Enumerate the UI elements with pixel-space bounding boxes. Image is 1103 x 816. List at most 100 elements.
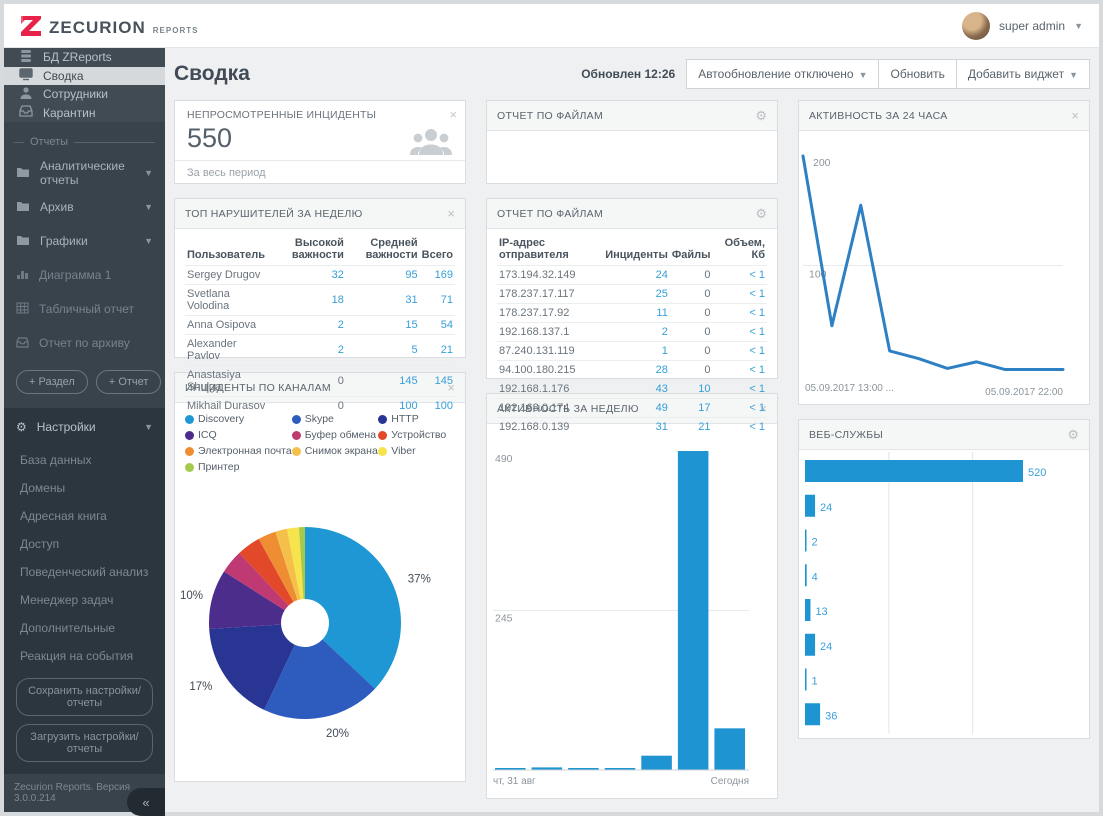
row-value[interactable]: 31 — [603, 417, 670, 436]
chevron-down-icon[interactable]: ▼ — [144, 422, 153, 432]
row-value[interactable]: < 1 — [712, 417, 767, 436]
gear-icon[interactable]: ⚙ — [755, 206, 767, 221]
close-icon[interactable]: × — [447, 206, 455, 221]
row-value[interactable]: 71 — [419, 284, 455, 316]
sidebar-item-db-zreports[interactable]: БД ZReports — [4, 48, 165, 67]
row-value[interactable]: 2 — [603, 322, 670, 342]
autorefresh-dropdown[interactable]: Автообновление отключено ▼ — [686, 59, 880, 89]
chevron-down-icon[interactable]: ▼ — [144, 236, 153, 246]
settings-item-behavior-analysis[interactable]: Поведенческий анализ — [20, 565, 149, 579]
row-value[interactable]: 17 — [669, 398, 713, 418]
settings-item-task-manager[interactable]: Менеджер задач — [20, 593, 114, 607]
row-value[interactable]: < 1 — [712, 322, 767, 342]
legend-item[interactable]: Буфер обмена — [291, 429, 379, 441]
version-label: Zecurion Reports. Версия 3.0.0.214 — [14, 782, 131, 804]
settings-item-database[interactable]: База данных — [20, 453, 92, 467]
sidebar-folder-archive[interactable]: Архив ▼ — [4, 190, 165, 224]
add-section-button[interactable]: + Раздел — [16, 370, 88, 394]
row-value[interactable]: 169 — [419, 265, 455, 285]
sidebar-item-settings[interactable]: ⚙ Настройки ▼ — [4, 408, 165, 446]
data-table: IP-адрес отправителя Инциденты Файлы Объем,… — [497, 233, 767, 436]
row-value[interactable]: 49 — [603, 398, 670, 418]
widget-24h-activity: АКТИВНОСТЬ ЗА 24 ЧАСА × 200 100 05.09.2017… — [798, 100, 1090, 405]
gear-icon[interactable]: ⚙ — [755, 108, 767, 123]
row-label: 192.168.0.139 — [497, 417, 604, 436]
chevron-down-icon[interactable]: ▼ — [144, 168, 153, 178]
row-value[interactable]: 28 — [603, 360, 670, 380]
row-label: 173.194.32.149 — [497, 265, 604, 285]
data-table: Пользователь Высокой важности Средней важн… — [185, 233, 455, 415]
chevron-down-icon[interactable]: ▼ — [144, 202, 153, 212]
row-value[interactable]: < 1 — [712, 303, 767, 323]
row-value[interactable]: 10 — [669, 379, 713, 399]
row-value[interactable]: 100 — [419, 396, 455, 415]
sidebar-item-employees[interactable]: Сотрудники — [4, 85, 165, 104]
row-value: 0 — [669, 303, 713, 323]
sidebar-folder-charts[interactable]: Графики ▼ — [4, 224, 165, 258]
gear-icon[interactable]: ⚙ — [1067, 427, 1079, 442]
row-value[interactable]: < 1 — [712, 341, 767, 361]
refresh-button[interactable]: Обновить — [878, 59, 957, 89]
row-value[interactable]: 2 — [271, 334, 346, 366]
row-value[interactable]: 1 — [603, 341, 670, 361]
row-value[interactable]: 145 — [345, 365, 420, 397]
settings-item-access[interactable]: Доступ — [20, 537, 60, 551]
folder-icon — [16, 166, 30, 181]
widget-title: ВЕБ-СЛУЖБЫ — [809, 428, 884, 441]
legend-item[interactable]: Принтер — [185, 461, 292, 473]
settings-item-event-reaction[interactable]: Реакция на события — [20, 649, 134, 663]
settings-item-additional[interactable]: Дополнительные — [20, 621, 115, 635]
widget-web-services: ВЕБ-СЛУЖБЫ ⚙ 520 24 2 4 13 24 1 36 — [798, 419, 1090, 739]
sidebar-report-diagram1[interactable]: Диаграмма 1 — [4, 258, 165, 292]
add-widget-dropdown[interactable]: Добавить виджет ▼ — [955, 59, 1090, 89]
row-value[interactable]: < 1 — [712, 379, 767, 399]
close-icon[interactable]: × — [449, 107, 457, 122]
folder-label: Аналитические отчеты — [40, 159, 125, 187]
settings-item-address-book[interactable]: Адресная книга — [20, 509, 107, 523]
row-value[interactable]: 21 — [669, 417, 713, 436]
settings-item-domains[interactable]: Домены — [20, 481, 66, 495]
add-report-button[interactable]: + Отчет — [95, 370, 162, 394]
legend-item[interactable]: Viber — [378, 445, 457, 457]
row-value[interactable]: 11 — [603, 303, 670, 323]
row-value[interactable]: 21 — [419, 334, 455, 366]
row-value[interactable]: < 1 — [712, 360, 767, 380]
row-value[interactable]: 24 — [603, 265, 670, 285]
row-value[interactable]: 145 — [419, 365, 455, 397]
row-value[interactable]: 100 — [345, 396, 420, 415]
row-value[interactable]: < 1 — [712, 284, 767, 304]
row-value[interactable]: < 1 — [712, 398, 767, 418]
row-value[interactable]: 54 — [419, 315, 455, 335]
legend-item[interactable]: Skype — [291, 413, 379, 425]
row-value[interactable]: 32 — [271, 265, 346, 285]
row-value[interactable]: < 1 — [712, 265, 767, 285]
close-icon[interactable]: × — [1071, 108, 1079, 123]
sidebar-folder-analytic-reports[interactable]: Аналитические отчеты ▼ — [4, 156, 165, 190]
legend-item[interactable]: HTTP — [378, 413, 457, 425]
table-row: 173.194.32.149 24 0 < 1 — [497, 265, 767, 285]
legend-item[interactable]: Discovery — [185, 413, 292, 425]
row-value[interactable]: 2 — [271, 315, 346, 335]
row-value[interactable]: 5 — [345, 334, 420, 366]
row-value[interactable]: 31 — [345, 284, 420, 316]
row-value[interactable]: 25 — [603, 284, 670, 304]
legend-item[interactable]: Устройство — [378, 429, 457, 441]
save-settings-button[interactable]: Сохранить настройки/отчеты — [16, 678, 153, 716]
legend-item[interactable]: Электронная почта — [185, 445, 292, 457]
avatar[interactable] — [962, 11, 991, 40]
sidebar-report-archive-report[interactable]: Отчет по архиву — [4, 326, 165, 360]
load-settings-button[interactable]: Загрузить настройки/отчеты — [16, 724, 153, 762]
sidebar-item-quarantine[interactable]: Карантин — [4, 104, 165, 123]
row-value[interactable]: 95 — [345, 265, 420, 285]
chevron-down-icon: ▼ — [1074, 20, 1083, 31]
sidebar-collapse-button[interactable]: « — [127, 788, 165, 816]
sidebar-item-dashboard[interactable]: Сводка — [4, 66, 165, 85]
legend-item[interactable]: ICQ — [185, 429, 292, 441]
legend-item[interactable]: Снимок экрана — [291, 445, 379, 457]
row-value[interactable]: 15 — [345, 315, 420, 335]
row-value[interactable]: 18 — [271, 284, 346, 316]
sidebar-report-table-report[interactable]: Табличный отчет — [4, 292, 165, 326]
table-row: 178.237.17.92 11 0 < 1 — [497, 303, 767, 323]
row-value[interactable]: 43 — [603, 379, 670, 399]
user-menu[interactable]: super admin ▼ — [962, 11, 1083, 40]
